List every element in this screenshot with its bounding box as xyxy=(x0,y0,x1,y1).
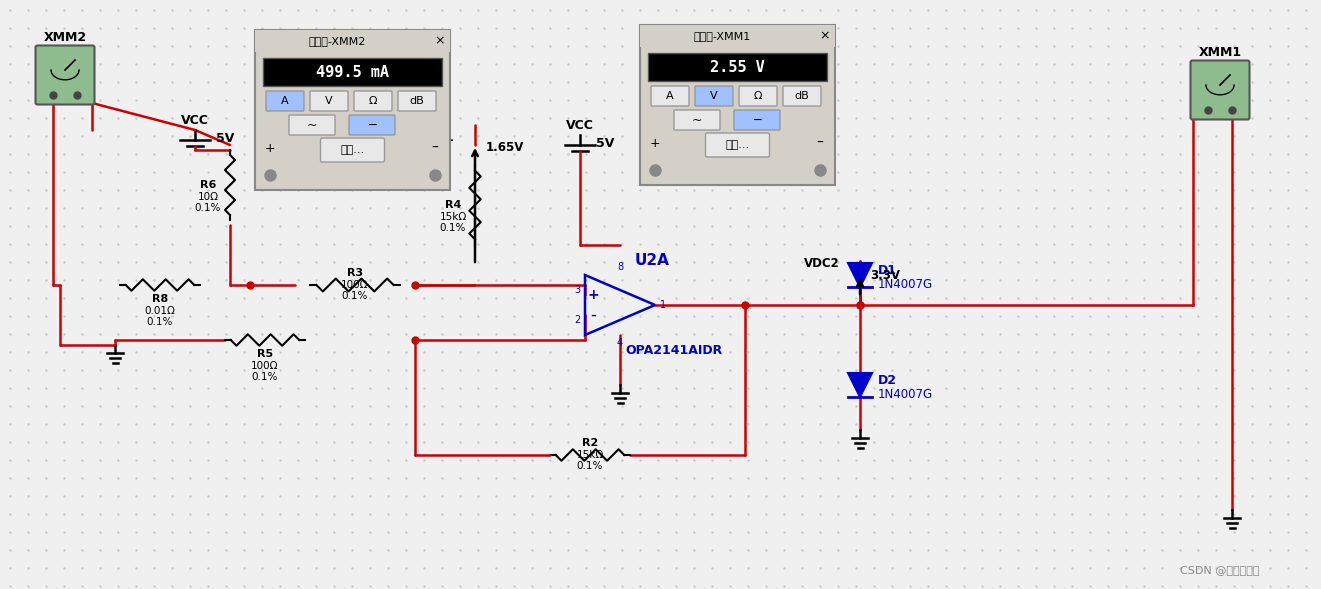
FancyBboxPatch shape xyxy=(695,86,733,106)
Text: 5V: 5V xyxy=(596,137,614,150)
Text: 3: 3 xyxy=(573,285,580,295)
Text: 万用表-XMM2: 万用表-XMM2 xyxy=(309,36,366,46)
Text: 10Ω: 10Ω xyxy=(198,192,218,202)
Text: -: - xyxy=(590,306,596,324)
Text: 15kΩ: 15kΩ xyxy=(440,212,466,222)
FancyBboxPatch shape xyxy=(266,91,304,111)
Text: dB: dB xyxy=(795,91,810,101)
Text: 499.5 mA: 499.5 mA xyxy=(316,65,388,80)
FancyBboxPatch shape xyxy=(705,133,770,157)
Text: R4: R4 xyxy=(445,200,461,210)
FancyBboxPatch shape xyxy=(1190,61,1250,120)
Text: 设置...: 设置... xyxy=(725,140,749,150)
Text: R6: R6 xyxy=(199,180,217,190)
Text: VDC1: VDC1 xyxy=(419,131,454,144)
Text: 15kΩ: 15kΩ xyxy=(576,450,604,460)
Text: CSDN @无尽的茎寻: CSDN @无尽的茎寻 xyxy=(1181,565,1260,575)
Text: R5: R5 xyxy=(258,349,273,359)
Text: V: V xyxy=(325,96,333,106)
Text: OPA2141AIDR: OPA2141AIDR xyxy=(625,343,723,356)
Text: +: + xyxy=(650,137,660,150)
Text: 0.1%: 0.1% xyxy=(577,461,604,471)
FancyBboxPatch shape xyxy=(289,115,336,135)
Text: 0.1%: 0.1% xyxy=(440,223,466,233)
Text: VCC: VCC xyxy=(181,114,209,127)
Text: 2.55 V: 2.55 V xyxy=(711,59,765,74)
FancyBboxPatch shape xyxy=(398,91,436,111)
FancyBboxPatch shape xyxy=(734,110,779,130)
Text: 1: 1 xyxy=(660,300,666,310)
FancyBboxPatch shape xyxy=(674,110,720,130)
Text: ~: ~ xyxy=(692,114,703,127)
Text: ─: ─ xyxy=(369,118,375,131)
Text: -: - xyxy=(46,88,52,101)
Text: XMM1: XMM1 xyxy=(1198,46,1242,59)
Text: D2: D2 xyxy=(878,373,897,386)
Text: Ω: Ω xyxy=(754,91,762,101)
FancyBboxPatch shape xyxy=(354,91,392,111)
Polygon shape xyxy=(848,263,872,287)
FancyBboxPatch shape xyxy=(255,30,450,190)
FancyBboxPatch shape xyxy=(36,45,95,104)
Text: 0.01Ω: 0.01Ω xyxy=(144,306,176,316)
Text: 8: 8 xyxy=(617,262,624,272)
Text: 设置...: 设置... xyxy=(341,145,365,155)
Text: –: – xyxy=(432,141,439,155)
FancyBboxPatch shape xyxy=(783,86,820,106)
Text: ×: × xyxy=(435,35,445,48)
FancyBboxPatch shape xyxy=(310,91,347,111)
Text: 4: 4 xyxy=(617,338,624,348)
FancyBboxPatch shape xyxy=(738,86,777,106)
Text: 5V: 5V xyxy=(215,131,234,144)
Text: 100Ω: 100Ω xyxy=(341,280,369,290)
FancyBboxPatch shape xyxy=(255,30,450,52)
Text: -: - xyxy=(1201,103,1206,116)
FancyBboxPatch shape xyxy=(651,86,690,106)
Text: 0.1%: 0.1% xyxy=(194,203,221,213)
Text: 0.1%: 0.1% xyxy=(342,291,369,301)
FancyBboxPatch shape xyxy=(349,115,395,135)
Text: 1N4007G: 1N4007G xyxy=(878,388,933,401)
Text: A: A xyxy=(281,96,289,106)
Text: R8: R8 xyxy=(152,294,168,304)
Text: dB: dB xyxy=(410,96,424,106)
Text: 万用表-XMM1: 万用表-XMM1 xyxy=(694,31,752,41)
Text: ─: ─ xyxy=(753,114,761,127)
Text: R3: R3 xyxy=(347,268,363,278)
Text: 100Ω: 100Ω xyxy=(251,361,279,371)
Text: R2: R2 xyxy=(581,438,598,448)
Text: VDC2: VDC2 xyxy=(804,256,840,270)
Text: +: + xyxy=(78,88,89,101)
Text: V: V xyxy=(711,91,717,101)
Text: ×: × xyxy=(820,29,831,42)
Text: D1: D1 xyxy=(878,263,897,276)
Text: 2: 2 xyxy=(573,315,580,325)
Text: 0.1%: 0.1% xyxy=(147,317,173,327)
Text: +: + xyxy=(264,141,275,154)
Text: 3.3V: 3.3V xyxy=(871,269,900,282)
FancyBboxPatch shape xyxy=(649,53,827,81)
Text: +: + xyxy=(1232,103,1243,116)
Text: U2A: U2A xyxy=(635,253,670,267)
FancyBboxPatch shape xyxy=(639,25,835,185)
Text: Ω: Ω xyxy=(369,96,378,106)
Text: XMM2: XMM2 xyxy=(44,31,87,44)
Text: ~: ~ xyxy=(306,118,317,131)
Text: VCC: VCC xyxy=(567,118,594,131)
FancyBboxPatch shape xyxy=(639,25,835,47)
Text: –: – xyxy=(816,136,823,150)
Text: +: + xyxy=(588,288,598,302)
FancyBboxPatch shape xyxy=(263,58,443,86)
Text: 1N4007G: 1N4007G xyxy=(878,277,933,290)
FancyBboxPatch shape xyxy=(321,138,384,162)
Text: 0.1%: 0.1% xyxy=(252,372,279,382)
Polygon shape xyxy=(848,373,872,397)
Text: 1.65V: 1.65V xyxy=(486,141,524,154)
Text: A: A xyxy=(666,91,674,101)
